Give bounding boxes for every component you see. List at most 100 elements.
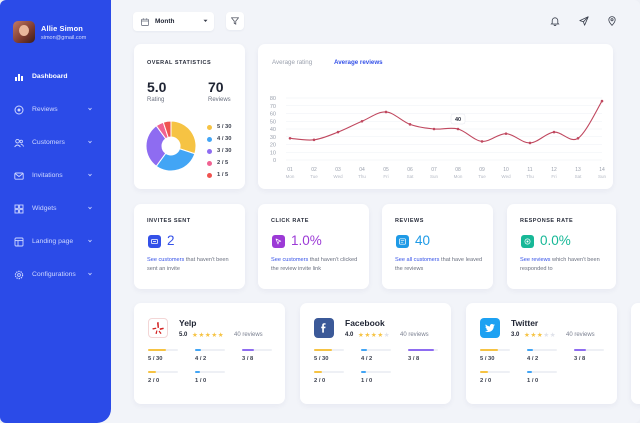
metric-text: that haven't been sent an invite (147, 257, 229, 272)
legend-dot (207, 172, 212, 178)
legend-item: 1 / 5 (207, 169, 232, 181)
see-customers-link[interactable]: See customers (271, 257, 309, 263)
rating-value: 5.0 (147, 79, 167, 95)
rating-bar-label: 5 / 30 (314, 356, 329, 362)
bar-chart-icon (14, 72, 24, 82)
sidebar-item-label: Dashboard (32, 73, 68, 80)
reviews-value: 70 (208, 79, 224, 95)
x-tick-sublabel: Wed (501, 174, 511, 179)
tab-average-rating[interactable]: Average rating (272, 59, 313, 66)
sidebar-item-dashboard[interactable]: Dashboard (0, 60, 111, 93)
legend-label: 4 / 30 (217, 136, 232, 142)
data-point (456, 127, 460, 131)
filter-icon (231, 17, 239, 25)
user-profile[interactable]: Allie Simon simon@gmail.com (13, 21, 86, 43)
chevron-down-icon (88, 173, 92, 177)
rating-bar-track (195, 371, 225, 373)
y-tick-label: 30 (270, 135, 276, 141)
sidebar-item-label: Invitations (32, 172, 63, 179)
location-icon[interactable] (607, 16, 617, 26)
metric-value: 2 (167, 233, 175, 248)
sidebar-item-customers[interactable]: Customers (0, 126, 111, 159)
y-tick-label: 50 (270, 119, 276, 125)
metric-value: 40 (415, 233, 431, 248)
star-icon: ★ (543, 332, 550, 339)
sidebar-item-invitations[interactable]: Invitations (0, 159, 111, 192)
sidebar-item-label: Widgets (32, 205, 57, 212)
bell-icon[interactable] (550, 16, 560, 26)
see-all-customers-link[interactable]: See all customers (395, 257, 440, 263)
star-icon: ★ (383, 332, 391, 339)
sidebar-item-landing-page[interactable]: Landing page (0, 225, 111, 258)
cursor-icon (272, 235, 285, 248)
tab-average-reviews[interactable]: Average reviews (334, 59, 383, 66)
metric-reviews: REVIEWS 40 See all customers that have l… (382, 204, 493, 289)
sidebar-item-label: Landing page (32, 238, 74, 245)
x-tick-label: 10 (503, 167, 509, 173)
avatar (13, 21, 35, 43)
legend-item: 3 / 30 (207, 145, 232, 157)
filter-button[interactable] (226, 12, 244, 30)
platform-reviews-count: 40 reviews (400, 332, 429, 338)
data-point (504, 132, 508, 135)
rating-bar-label: 5 / 30 (480, 356, 495, 362)
platform-card-twitter[interactable]: Twitter 3.0 ★★★★★ 40 reviews 5 / 30 4 / 2… (466, 303, 617, 404)
review-icon (396, 235, 409, 248)
rating-pie-chart (145, 120, 197, 172)
sidebar-item-configurations[interactable]: Configurations (0, 258, 111, 291)
see-reviews-link[interactable]: See reviews (520, 257, 551, 263)
sidebar-item-widgets[interactable]: Widgets (0, 192, 111, 225)
rating-bar-label: 3 / 8 (408, 356, 420, 362)
x-tick-sublabel: Wed (333, 174, 343, 179)
rating-bar-label: 1 / 0 (195, 378, 207, 384)
y-tick-label: 60 (270, 112, 276, 118)
rating-bar-label: 4 / 2 (361, 356, 373, 362)
star-icon: ★ (217, 332, 225, 339)
data-point (312, 138, 316, 142)
metric-description: See customers that haven't clicked the r… (271, 256, 361, 274)
data-point (408, 123, 412, 126)
facebook-icon (314, 318, 334, 338)
data-point (600, 99, 604, 103)
metric-title: RESPONSE RATE (520, 218, 574, 224)
series-line (289, 100, 603, 144)
legend-dot (207, 124, 212, 130)
metric-description: See reviews which haven't been responded… (520, 256, 610, 274)
period-select-value: Month (155, 18, 175, 25)
platform-card-partial (631, 303, 640, 404)
send-icon[interactable] (579, 16, 589, 26)
metric-text: which haven't been responded to (520, 257, 600, 272)
calendar-icon (141, 17, 149, 26)
metric-description: See all customers that have leaved the r… (395, 256, 485, 274)
chevron-down-icon (88, 140, 92, 144)
platform-card-facebook[interactable]: Facebook 4.0 ★★★★★ 40 reviews 5 / 30 4 / … (300, 303, 451, 404)
rating-bar-label: 3 / 8 (242, 356, 254, 362)
tooltip-value: 40 (455, 117, 461, 123)
see-customers-link[interactable]: See customers (147, 257, 185, 263)
metric-text: that haven't clicked the review invite l… (271, 257, 358, 272)
rating-bar-fill (361, 349, 367, 351)
x-tick-label: 13 (575, 167, 581, 173)
star-rating: ★★★★★ (192, 331, 224, 339)
x-tick-sublabel: Thu (358, 174, 366, 179)
star-icon: ★ (377, 332, 384, 339)
data-point (576, 137, 580, 140)
legend-label: 3 / 30 (217, 148, 232, 154)
rating-bar-label: 5 / 30 (148, 356, 163, 362)
sidebar-item-reviews[interactable]: Reviews (0, 93, 111, 126)
metric-response-rate: RESPONSE RATE 0.0% See reviews which hav… (507, 204, 616, 289)
star-icon: ★ (524, 332, 531, 339)
rating-bar-label: 2 / 0 (314, 378, 326, 384)
rating-bar-fill (480, 349, 498, 351)
data-point (336, 130, 340, 134)
rating-bar-label: 2 / 0 (480, 378, 492, 384)
sidebar-item-label: Configurations (32, 271, 76, 278)
legend-item: 2 / 5 (207, 157, 232, 169)
rating-legend: 5 / 30 4 / 30 3 / 30 2 / 5 1 / 5 (207, 121, 232, 181)
period-select[interactable]: Month (133, 12, 214, 31)
star-rating: ★★★★★ (358, 331, 390, 339)
x-tick-label: 14 (599, 167, 605, 173)
chevron-down-icon (88, 206, 92, 210)
response-icon (521, 235, 534, 248)
